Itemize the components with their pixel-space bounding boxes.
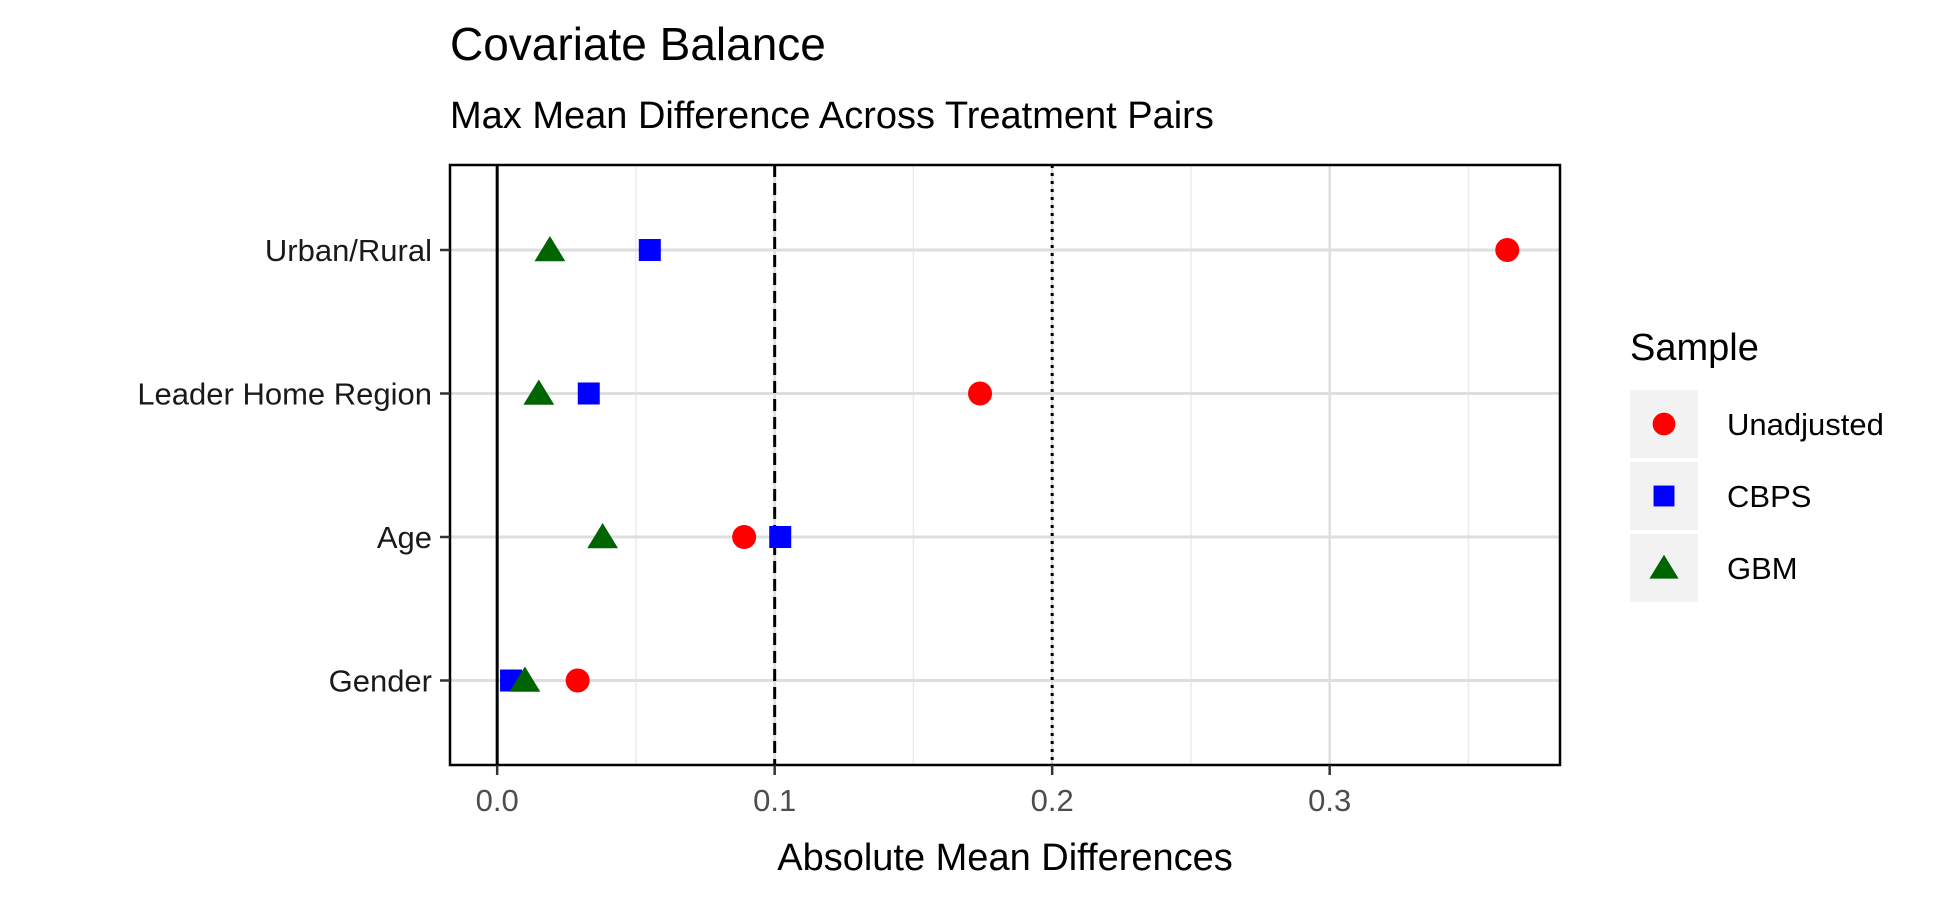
legend-label-unadjusted: Unadjusted	[1727, 407, 1884, 442]
legend-label-gbm: GBM	[1727, 551, 1798, 586]
data-point-gbm	[534, 236, 566, 262]
legend: Sample Unadjusted CBPS GBM	[1630, 327, 1884, 602]
legend-key-unadjusted	[1652, 412, 1676, 436]
y-tick-label: Gender	[329, 664, 432, 699]
y-tick-label: Age	[377, 520, 432, 555]
data-point-unadjusted	[565, 668, 590, 693]
legend-key-gbm	[1649, 554, 1679, 579]
chart-subtitle: Max Mean Difference Across Treatment Pai…	[450, 95, 1214, 137]
data-point-unadjusted	[732, 525, 757, 549]
plot-area: Urban/Rural Leader Home Region Age Gender 0.…	[137, 163, 1562, 818]
y-tick-label: Urban/Rural	[265, 233, 432, 268]
data-point-unadjusted	[968, 381, 993, 406]
data-point-cbps	[769, 526, 792, 548]
data-point-cbps	[638, 239, 661, 261]
panel-border	[448, 163, 1562, 767]
chart-title: Covariate Balance	[450, 18, 826, 70]
legend-label-cbps: CBPS	[1727, 479, 1811, 514]
data-point-gbm	[523, 379, 555, 405]
data-point-gbm	[587, 523, 619, 549]
legend-key-cbps	[1653, 485, 1675, 507]
x-axis-title: Absolute Mean Differences	[777, 837, 1233, 879]
y-tick-label: Leader Home Region	[137, 377, 432, 412]
x-tick-label: 0.0	[476, 783, 519, 818]
x-tick-label: 0.3	[1308, 783, 1351, 818]
data-point-cbps	[577, 382, 600, 405]
x-tick-label: 0.2	[1031, 783, 1074, 818]
legend-title: Sample	[1630, 327, 1759, 369]
data-point-gbm	[509, 666, 541, 692]
data-point-unadjusted	[1495, 238, 1520, 262]
x-tick-label: 0.1	[753, 783, 796, 818]
